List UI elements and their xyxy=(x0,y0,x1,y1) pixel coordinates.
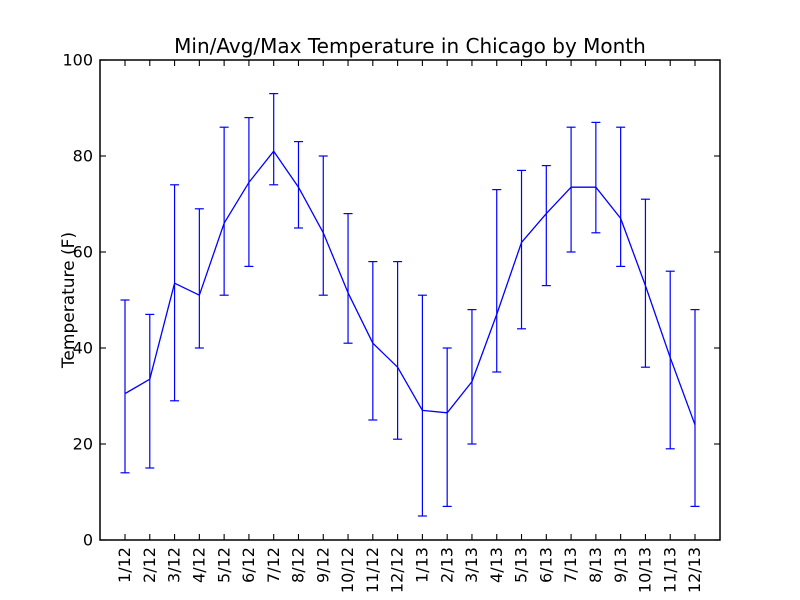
y-tick-label: 80 xyxy=(73,147,93,166)
y-axis-label: Temperature (F) xyxy=(59,232,79,369)
chart-title: Min/Avg/Max Temperature in Chicago by Mo… xyxy=(174,34,646,58)
x-tick-label: 12/13 xyxy=(685,547,704,593)
x-tick-label: 10/13 xyxy=(636,547,655,593)
error-bar xyxy=(219,126,229,296)
error-bar xyxy=(368,261,378,421)
error-bar xyxy=(517,169,527,330)
x-tick-label: 6/13 xyxy=(536,547,555,583)
error-bar xyxy=(616,126,626,267)
y-tick-label: 100 xyxy=(62,51,93,70)
avg-line xyxy=(124,150,696,426)
y-tick-label: 40 xyxy=(73,339,93,358)
x-tick-label: 2/13 xyxy=(437,547,456,583)
x-tick-label: 7/12 xyxy=(264,547,283,583)
x-tick-label: 5/13 xyxy=(512,547,531,583)
x-tick-label: 8/12 xyxy=(289,547,308,583)
x-tick-label: 3/13 xyxy=(462,547,481,583)
error-bar xyxy=(591,121,601,234)
x-tick-label: 4/12 xyxy=(189,547,208,583)
x-tick-label: 8/13 xyxy=(586,547,605,583)
x-tick-label: 3/12 xyxy=(165,547,184,583)
error-bar xyxy=(640,198,650,368)
error-bar xyxy=(170,184,180,402)
x-tick-label: 1/12 xyxy=(115,547,134,583)
x-tick-label: 11/13 xyxy=(660,547,679,593)
error-bar xyxy=(120,299,130,474)
x-tick-label: 9/13 xyxy=(611,547,630,583)
error-bar xyxy=(293,141,303,229)
error-bar xyxy=(244,116,254,267)
x-tick-label: 5/12 xyxy=(214,547,233,583)
error-bar xyxy=(541,165,551,287)
y-tick-label: 60 xyxy=(73,243,93,262)
y-tick-label: 20 xyxy=(73,435,93,454)
x-tick-label: 10/12 xyxy=(338,547,357,593)
x-tick-label: 11/12 xyxy=(363,547,382,593)
x-tick-label: 4/13 xyxy=(487,547,506,583)
error-bar xyxy=(690,309,700,507)
error-bar xyxy=(318,155,328,296)
error-bar xyxy=(393,261,403,440)
y-tick-label: 0 xyxy=(83,531,93,550)
error-bar xyxy=(194,208,204,349)
x-tick-label: 12/12 xyxy=(388,547,407,593)
x-tick-labels: 1/12 2/12 3/12 4/12 5/12 6/12 7/12 8/12 9/12 10/1… xyxy=(115,547,704,593)
error-bar xyxy=(343,213,353,344)
error-bar xyxy=(417,294,427,517)
plot-border xyxy=(99,59,721,541)
error-bar xyxy=(665,270,675,450)
error-bar xyxy=(145,313,155,469)
x-tick-label: 2/12 xyxy=(140,547,159,583)
x-tick-label: 1/13 xyxy=(413,547,432,583)
error-bar xyxy=(566,126,576,253)
x-tick-label: 9/12 xyxy=(313,547,332,583)
x-tick-label: 6/12 xyxy=(239,547,258,583)
axes-frame xyxy=(99,59,721,541)
y-tick-labels: 0 20 40 60 80 100 xyxy=(62,51,93,550)
x-tick-label: 7/13 xyxy=(561,547,580,583)
avg-polyline xyxy=(124,150,696,426)
error-bar xyxy=(492,189,502,373)
error-bar xyxy=(442,347,452,507)
error-bar xyxy=(269,92,279,186)
error-bars xyxy=(120,92,700,517)
error-bar xyxy=(467,309,477,445)
